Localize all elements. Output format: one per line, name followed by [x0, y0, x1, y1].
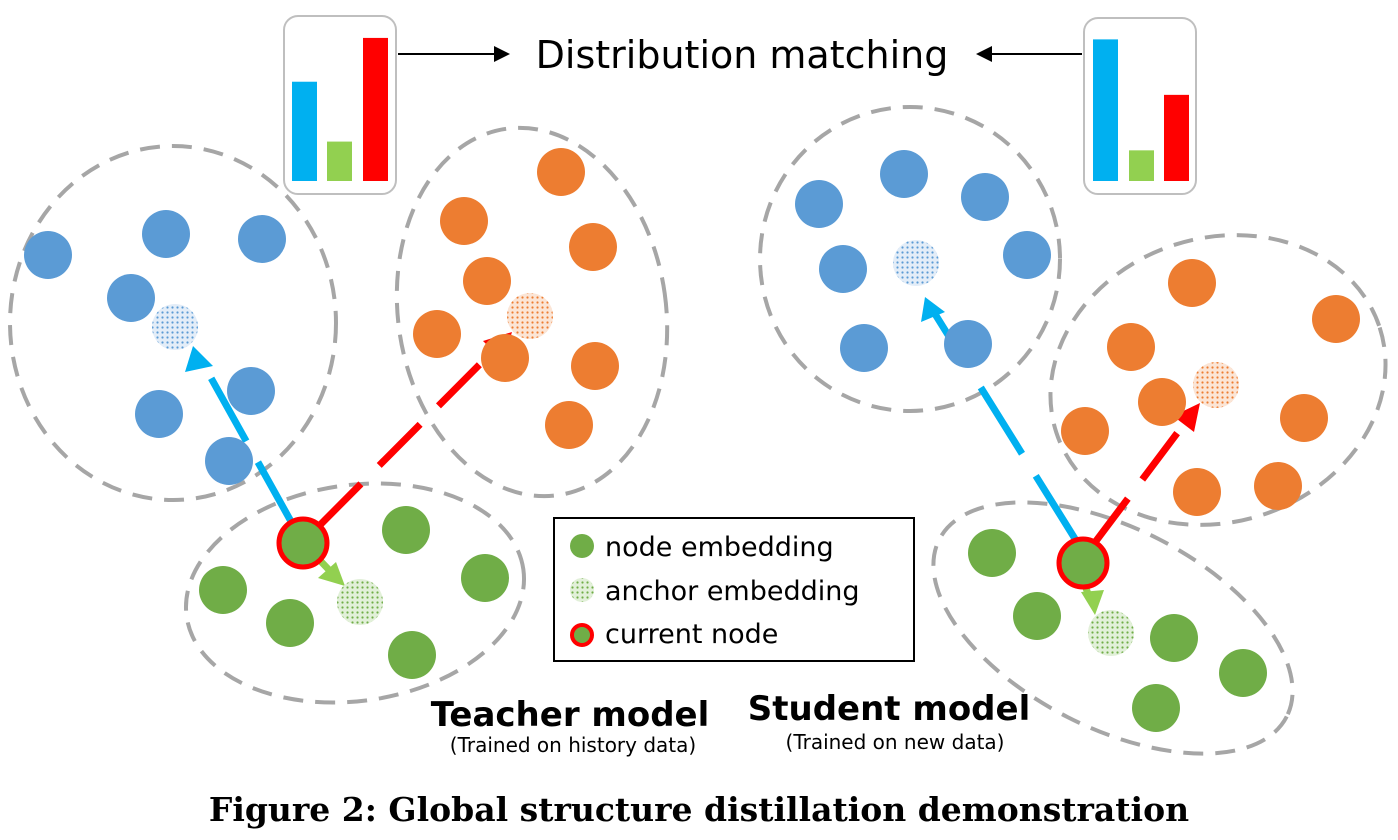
node [795, 180, 843, 228]
student-subtitle: (Trained on new data) [786, 730, 1005, 754]
node [440, 197, 488, 245]
node [199, 566, 247, 614]
node [537, 148, 585, 196]
student-current-node [1056, 536, 1110, 590]
node [1173, 468, 1221, 516]
student-green-anchor [1088, 610, 1134, 656]
teacher-orange-anchor [507, 293, 553, 339]
teacher-subtitle: (Trained on history data) [450, 733, 696, 757]
student-green-nodes [968, 529, 1267, 732]
node [819, 245, 867, 293]
student-green-cluster [931, 500, 1295, 756]
node [142, 210, 190, 258]
node [238, 215, 286, 263]
node [571, 342, 619, 390]
teacher-orange-nodes [413, 148, 619, 449]
teacher-bar-red [363, 37, 388, 181]
teacher-bar-blue [292, 81, 317, 181]
teacher-blue-anchor [152, 304, 198, 350]
node [1150, 614, 1198, 662]
header-title: Distribution matching [536, 33, 949, 77]
node [1061, 407, 1109, 455]
node [1107, 323, 1155, 371]
legend-anchor-label: anchor embedding [605, 576, 860, 607]
teacher-green-nodes [199, 506, 509, 679]
legend-anchor-swatch [570, 578, 594, 602]
teacher-blue-cluster [8, 144, 338, 502]
student-bar-blue [1093, 39, 1118, 181]
node [135, 390, 183, 438]
teacher-blue-nodes [24, 210, 286, 485]
student-title: Student model [748, 689, 1030, 729]
teacher-red-arrow [317, 344, 500, 528]
node [880, 150, 928, 198]
node [463, 257, 511, 305]
legend-node-swatch [570, 534, 594, 558]
student-bar-red [1164, 94, 1189, 181]
node [944, 320, 992, 368]
student-bar-box [1083, 17, 1197, 195]
teacher-green-anchor [337, 579, 383, 625]
student-orange-nodes [1061, 259, 1360, 516]
node [1219, 649, 1267, 697]
student-blue-anchor [893, 240, 939, 286]
node [382, 506, 430, 554]
teacher-bar-green [327, 141, 352, 181]
teacher-orange-cluster [394, 125, 670, 499]
node [461, 554, 509, 602]
student-blue-nodes [795, 150, 1051, 372]
node [266, 599, 314, 647]
node [968, 529, 1016, 577]
student-orange-anchor [1193, 362, 1239, 408]
teacher-current-node [276, 516, 330, 570]
legend: node embedding anchor embedding current … [553, 517, 915, 662]
node [107, 274, 155, 322]
legend-current-swatch [570, 623, 594, 647]
node [545, 401, 593, 449]
student-blue-arrowhead [921, 297, 945, 322]
node [1132, 684, 1180, 732]
figure-caption: Figure 2: Global structure distillation … [208, 790, 1190, 829]
node [1003, 231, 1051, 279]
node [1312, 295, 1360, 343]
teacher-bar-box [283, 15, 397, 195]
node [24, 231, 72, 279]
node [1138, 378, 1186, 426]
node [1168, 259, 1216, 307]
node [227, 367, 275, 415]
node [569, 223, 617, 271]
legend-box [553, 517, 915, 662]
legend-node-label: node embedding [605, 532, 834, 563]
student-bar-green [1129, 150, 1154, 181]
student-green-arrowhead [1081, 590, 1104, 615]
teacher-green-cluster [183, 481, 527, 705]
node [481, 334, 529, 382]
node [205, 437, 253, 485]
legend-current-label: current node [605, 619, 778, 650]
teacher-blue-arrowhead [185, 346, 213, 372]
node [961, 173, 1009, 221]
node [1013, 592, 1061, 640]
teacher-clusters [8, 125, 670, 705]
node [1280, 394, 1328, 442]
student-blue-cluster [758, 105, 1062, 413]
node [1254, 462, 1302, 510]
teacher-title: Teacher model [431, 695, 710, 735]
teacher-green-arrowhead [318, 562, 345, 586]
teacher-blue-arrow [197, 358, 297, 527]
student-red-arrowhead [1173, 403, 1200, 432]
node [388, 631, 436, 679]
student-red-arrow [1090, 421, 1187, 548]
node [413, 310, 461, 358]
node [840, 324, 888, 372]
